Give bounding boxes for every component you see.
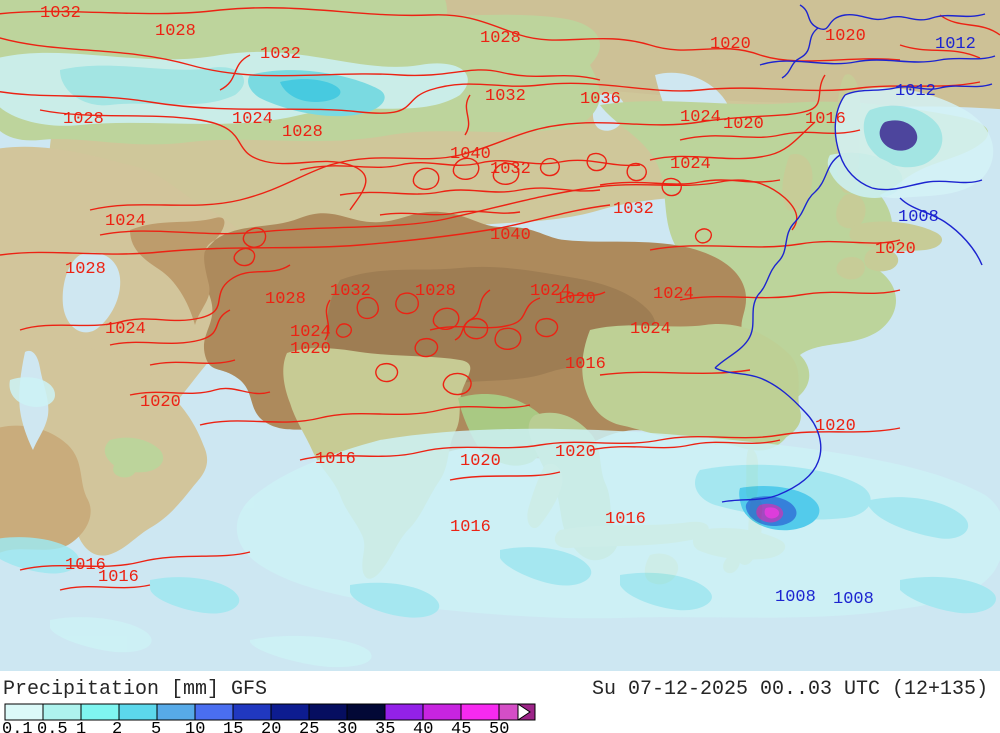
svg-text:35: 35 [375, 720, 395, 733]
svg-text:30: 30 [337, 720, 357, 733]
svg-text:45: 45 [451, 720, 471, 733]
svg-text:1008: 1008 [833, 590, 874, 609]
svg-text:1024: 1024 [670, 155, 711, 174]
svg-text:1028: 1028 [415, 282, 456, 301]
svg-text:1032: 1032 [40, 4, 81, 23]
svg-text:1020: 1020 [290, 340, 331, 359]
svg-text:1020: 1020 [460, 452, 501, 471]
svg-text:1012: 1012 [935, 35, 976, 54]
svg-text:10: 10 [185, 720, 205, 733]
svg-text:1020: 1020 [815, 417, 856, 436]
svg-text:0.5: 0.5 [37, 720, 68, 733]
svg-text:1: 1 [76, 720, 86, 733]
svg-text:1040: 1040 [490, 226, 531, 245]
svg-text:1020: 1020 [140, 393, 181, 412]
svg-text:1008: 1008 [775, 588, 816, 607]
svg-text:15: 15 [223, 720, 243, 733]
svg-text:1020: 1020 [875, 240, 916, 259]
svg-text:50: 50 [489, 720, 509, 733]
svg-text:1028: 1028 [155, 22, 196, 41]
svg-text:1032: 1032 [260, 45, 301, 64]
svg-text:1028: 1028 [63, 110, 104, 129]
svg-text:1020: 1020 [555, 443, 596, 462]
svg-text:1016: 1016 [98, 568, 139, 587]
svg-text:1016: 1016 [450, 518, 491, 537]
svg-text:1024: 1024 [653, 285, 694, 304]
svg-text:Precipitation [mm] GFS: Precipitation [mm] GFS [3, 678, 267, 701]
svg-text:Su 07-12-2025 00..03 UTC (12+1: Su 07-12-2025 00..03 UTC (12+135) [592, 678, 988, 701]
svg-text:1032: 1032 [485, 87, 526, 106]
svg-text:0.1: 0.1 [2, 720, 33, 733]
svg-text:1024: 1024 [105, 320, 146, 339]
svg-text:1020: 1020 [555, 290, 596, 309]
svg-text:40: 40 [413, 720, 433, 733]
svg-text:1032: 1032 [490, 160, 531, 179]
svg-text:1016: 1016 [605, 510, 646, 529]
svg-text:1028: 1028 [282, 123, 323, 142]
svg-text:1028: 1028 [480, 29, 521, 48]
svg-text:1036: 1036 [580, 90, 621, 109]
svg-text:1008: 1008 [898, 208, 939, 227]
svg-text:1024: 1024 [232, 110, 273, 129]
svg-text:1016: 1016 [805, 110, 846, 129]
svg-text:1012: 1012 [895, 82, 936, 101]
svg-text:1020: 1020 [825, 27, 866, 46]
svg-text:1016: 1016 [315, 450, 356, 469]
svg-text:1024: 1024 [630, 320, 671, 339]
svg-text:20: 20 [261, 720, 281, 733]
svg-text:1024: 1024 [105, 212, 146, 231]
svg-text:1028: 1028 [265, 290, 306, 309]
svg-text:1028: 1028 [65, 260, 106, 279]
svg-text:1020: 1020 [710, 35, 751, 54]
svg-text:1032: 1032 [330, 282, 371, 301]
svg-text:1020: 1020 [723, 115, 764, 134]
svg-text:2: 2 [112, 720, 122, 733]
svg-text:1016: 1016 [565, 355, 606, 374]
svg-text:5: 5 [151, 720, 161, 733]
svg-text:25: 25 [299, 720, 319, 733]
svg-text:1024: 1024 [680, 108, 721, 127]
svg-text:1032: 1032 [613, 200, 654, 219]
svg-text:1040: 1040 [450, 145, 491, 164]
